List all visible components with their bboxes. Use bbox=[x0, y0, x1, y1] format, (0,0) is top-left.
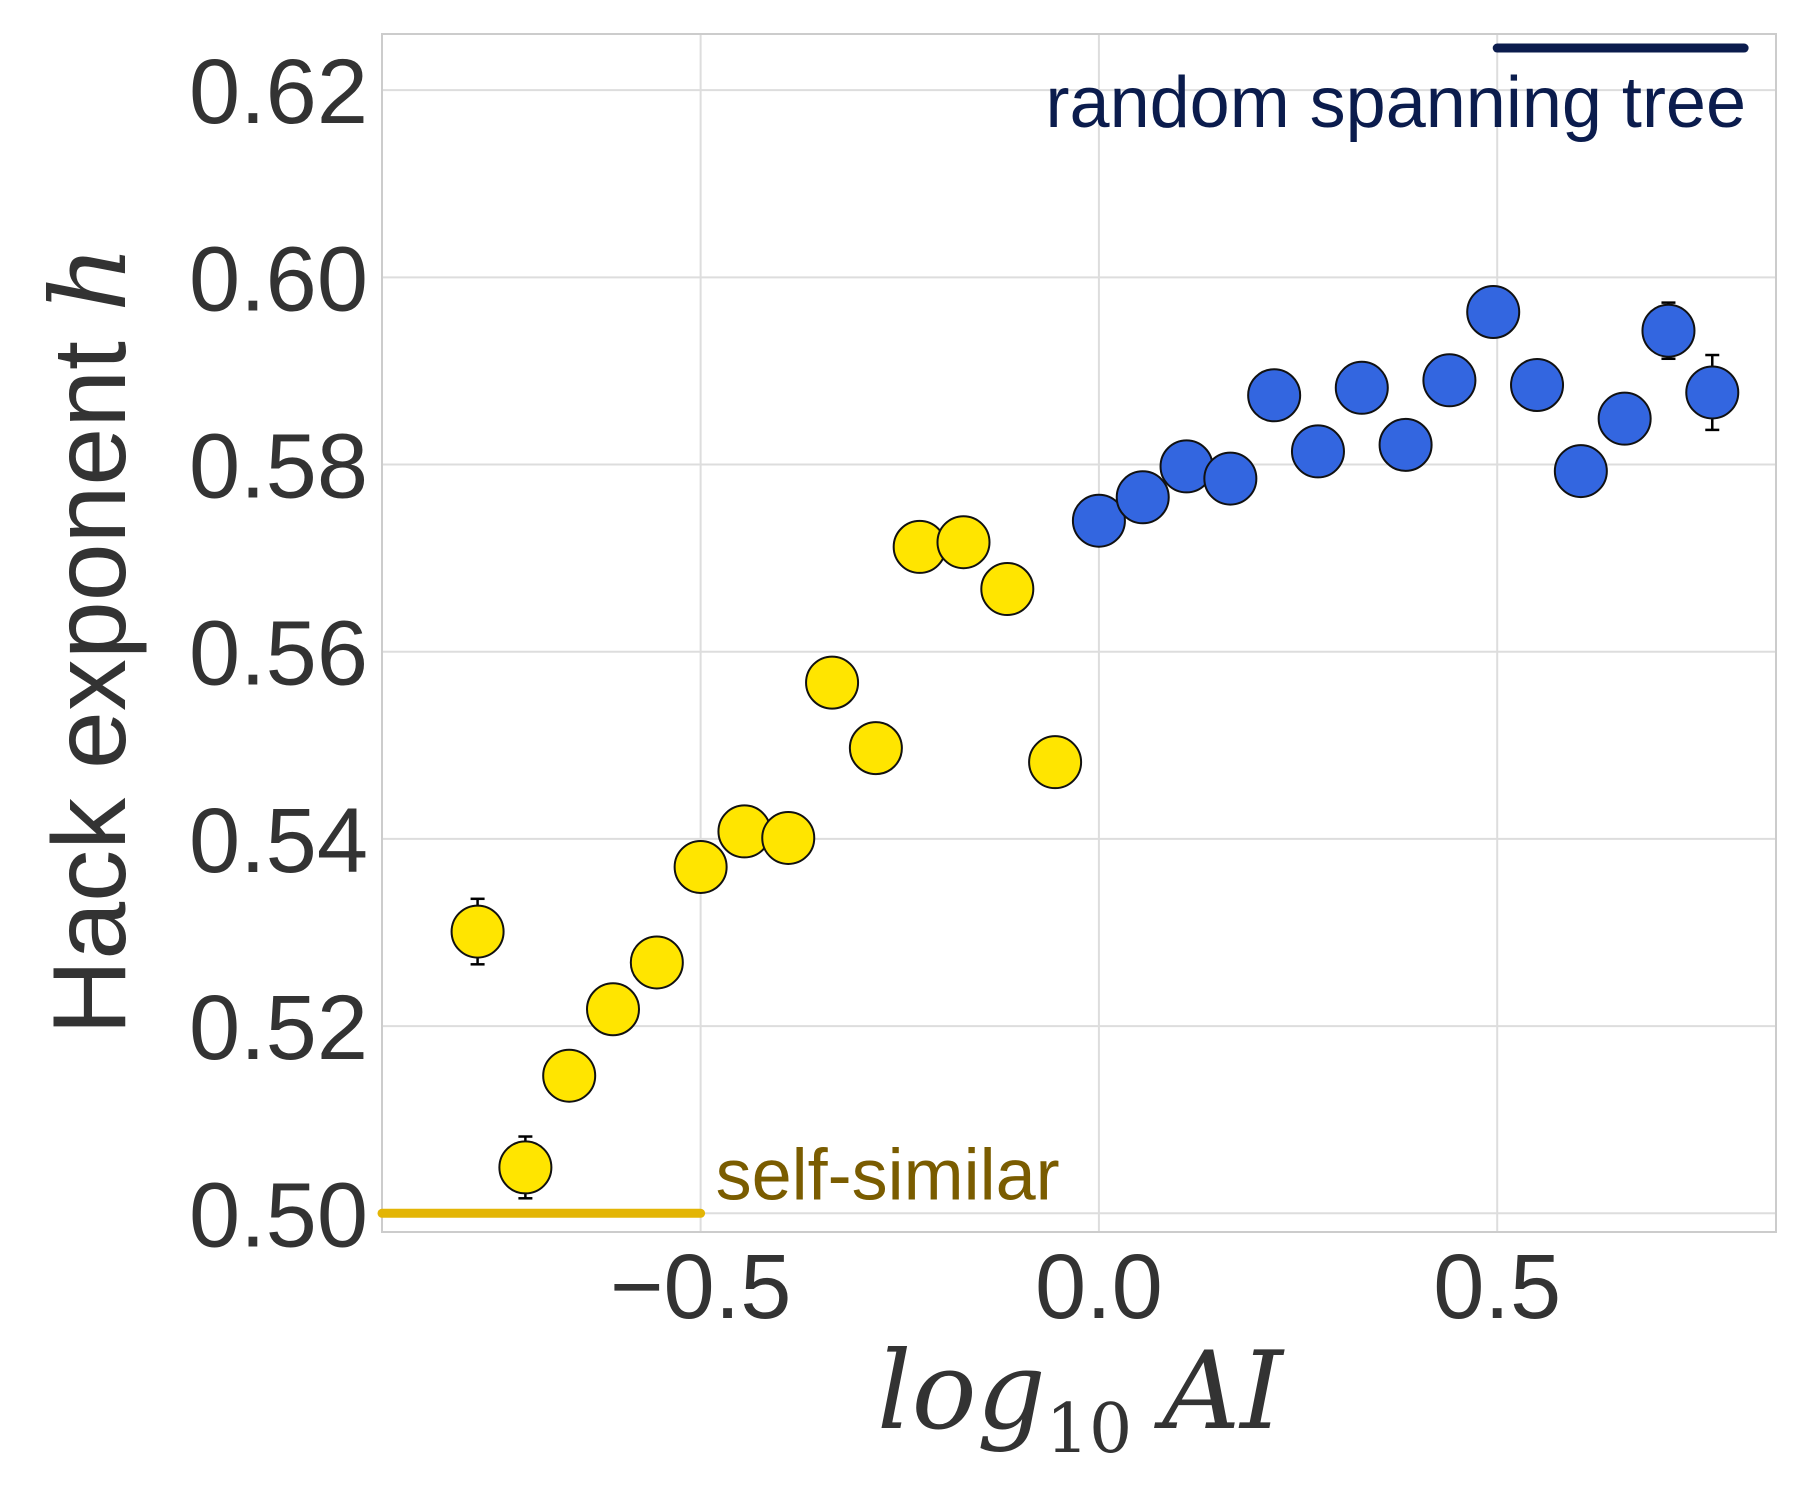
data-point bbox=[980, 562, 1035, 617]
grid-lines bbox=[382, 34, 1776, 1232]
x-tick-label: 0.0 bbox=[1035, 1236, 1163, 1338]
data-point bbox=[673, 839, 728, 894]
data-point bbox=[1553, 444, 1608, 499]
reference-lines: self-similar random spanning tree bbox=[377, 43, 1749, 1218]
data-point bbox=[629, 935, 684, 990]
reference-line-label: self-similar bbox=[716, 1135, 1060, 1215]
data-point bbox=[498, 1140, 553, 1195]
x-tick-label: −0.5 bbox=[610, 1236, 792, 1338]
data-point bbox=[1028, 735, 1083, 790]
data-point bbox=[450, 904, 505, 959]
data-point bbox=[1071, 493, 1126, 548]
data-points bbox=[450, 284, 1740, 1200]
data-point bbox=[805, 655, 860, 710]
data-point bbox=[1597, 391, 1652, 446]
data-point bbox=[542, 1048, 597, 1103]
data-point bbox=[1203, 451, 1258, 506]
plot-area-frame bbox=[381, 33, 1777, 1233]
data-point bbox=[1422, 353, 1477, 408]
data-point bbox=[1290, 424, 1345, 479]
y-tick-label: 0.56 bbox=[189, 603, 368, 705]
y-axis-label: Hack exponent h bbox=[28, 245, 150, 1035]
y-tick-labels: 0.50 0.52 0.54 0.56 0.58 0.60 0.62 bbox=[189, 41, 368, 1266]
data-point bbox=[1641, 303, 1696, 358]
x-axis-label: log10 AI bbox=[877, 1329, 1285, 1469]
data-point bbox=[761, 810, 816, 865]
y-tick-label: 0.50 bbox=[189, 1164, 368, 1266]
reference-line-label: random spanning tree bbox=[1046, 63, 1746, 143]
y-tick-label: 0.52 bbox=[189, 977, 368, 1079]
x-tick-label: 0.5 bbox=[1433, 1236, 1561, 1338]
y-tick-label: 0.62 bbox=[189, 41, 368, 143]
y-tick-label: 0.58 bbox=[189, 416, 368, 518]
data-point bbox=[1378, 417, 1433, 472]
data-point bbox=[1466, 284, 1521, 339]
data-point bbox=[1510, 357, 1565, 412]
x-tick-labels: −0.5 0.0 0.5 bbox=[610, 1236, 1561, 1338]
data-point bbox=[1685, 365, 1740, 420]
data-point bbox=[1334, 360, 1389, 415]
data-point bbox=[936, 515, 991, 570]
data-point bbox=[1247, 368, 1302, 423]
data-point bbox=[848, 721, 903, 776]
y-tick-label: 0.60 bbox=[189, 228, 368, 330]
data-point bbox=[1115, 470, 1170, 525]
y-tick-label: 0.54 bbox=[189, 790, 368, 892]
data-point bbox=[586, 982, 641, 1037]
